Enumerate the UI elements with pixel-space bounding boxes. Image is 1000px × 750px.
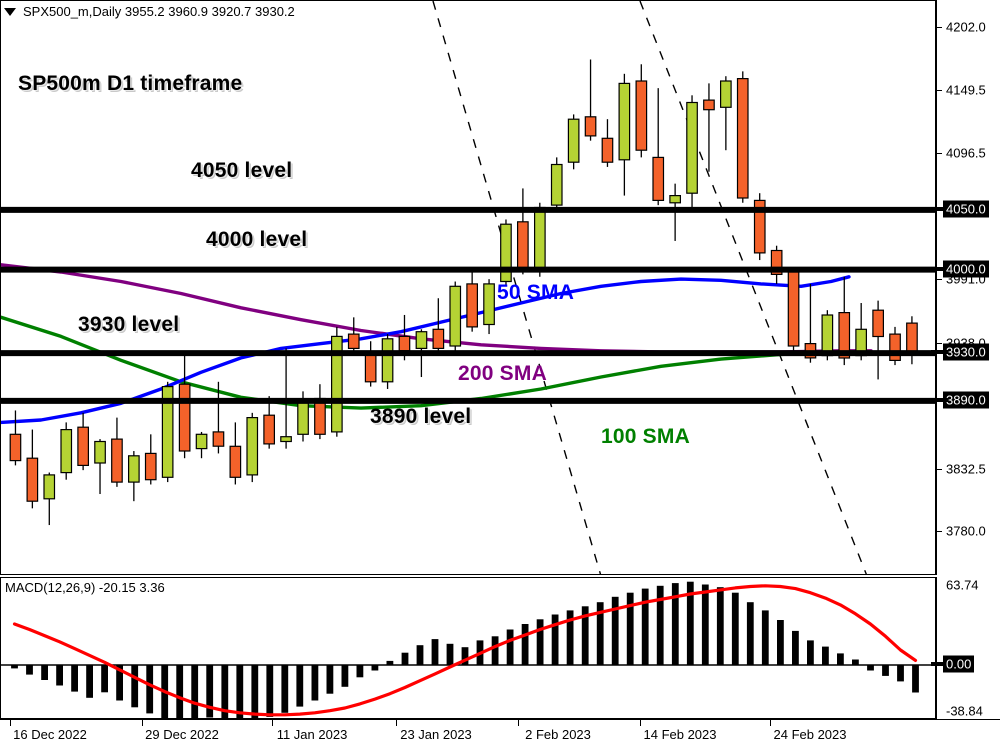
price-tick-label: 4149.5 (946, 82, 986, 98)
macd-tick-label: -38.84 (946, 703, 983, 719)
price-tick-label: 4202.0 (946, 19, 986, 35)
macd-tick-label: 63.74 (946, 577, 979, 593)
price-tickmark (936, 153, 942, 155)
date-tick-label: 14 Feb 2023 (643, 727, 717, 742)
macd-indicator-label: MACD(12,26,9) -20.15 3.36 (5, 580, 165, 595)
quote-text: SPX500_m,Daily 3955.2 3960.9 3920.7 3930… (23, 3, 295, 19)
price-tick-label: 3832.5 (946, 461, 986, 477)
macd-panel[interactable] (0, 577, 936, 719)
macd-signal-line (12, 584, 918, 717)
price-tick-label: 4096.5 (946, 145, 986, 161)
macd-zero-label[interactable]: 0.00 (943, 655, 975, 673)
date-tick-label: 24 Feb 2023 (773, 727, 847, 742)
date-axis[interactable]: 16 Dec 2022 29 Dec 2022 11 Jan 2023 23 Jan … (0, 719, 1000, 750)
macd-zero-marker (931, 661, 943, 666)
annotation-3930-level: 3930 level (78, 313, 180, 336)
price-tickmark (936, 531, 942, 533)
price-level-marker (931, 206, 943, 211)
annotation-100-sma: 100 SMA (601, 425, 690, 448)
annotation-4050-level: 4050 level (191, 159, 293, 182)
macd-histogram (11, 581, 919, 718)
price-level-marker (931, 266, 943, 271)
macd-axis[interactable]: 63.74 -38.84 0.00 (931, 577, 1000, 719)
price-tickmark (936, 90, 942, 92)
ma-50-line (1, 275, 851, 425)
date-notch (640, 720, 641, 726)
price-tickmark (936, 27, 942, 29)
price-level-label[interactable]: 3930.0 (943, 343, 989, 361)
annotation-200-sma: 200 SMA (458, 362, 547, 385)
date-tick-label: 11 Jan 2023 (276, 727, 348, 742)
price-level-label[interactable]: 4000.0 (943, 260, 989, 278)
date-notch (142, 720, 143, 726)
price-level-marker (931, 350, 943, 355)
date-tick-label: 23 Jan 2023 (400, 727, 472, 742)
date-notch (770, 720, 771, 726)
date-notch (272, 720, 273, 726)
annotation-50-sma: 50 SMA (497, 281, 575, 304)
annotation-sp500m-d1-timeframe: SP500m D1 timeframe (18, 72, 243, 95)
price-plot-area[interactable] (1, 1, 935, 574)
date-notch (10, 720, 11, 726)
price-axis[interactable]: 4202.0 4149.5 4096.5 3991.0 3938.0 3832.5 3780… (931, 0, 1000, 575)
symbol-quote-line: SPX500_m,Daily 3955.2 3960.9 3920.7 3930… (4, 2, 295, 20)
date-notch (396, 720, 397, 726)
date-tick-label: 2 Feb 2023 (525, 727, 591, 742)
candle-series (9, 59, 918, 526)
price-tickmark (936, 279, 942, 281)
annotation-3890-level: 3890 level (370, 405, 472, 428)
macd-plot-area[interactable] (1, 578, 935, 718)
price-tick-label: 3780.0 (946, 523, 986, 539)
annotation-4000-level: 4000 level (206, 228, 308, 251)
price-tickmark (936, 342, 942, 344)
price-tickmark (936, 468, 942, 470)
price-level-label[interactable]: 3890.0 (943, 391, 989, 409)
chevron-down-icon[interactable] (4, 8, 16, 16)
date-tick-label: 16 Dec 2022 (13, 727, 87, 742)
date-notch (518, 720, 519, 726)
price-chart-panel[interactable] (0, 0, 936, 575)
date-tick-label: 29 Dec 2022 (145, 727, 219, 742)
price-level-label[interactable]: 4050.0 (943, 200, 989, 218)
price-level-marker (931, 397, 943, 402)
descending-trendline-2 (639, 1, 867, 574)
